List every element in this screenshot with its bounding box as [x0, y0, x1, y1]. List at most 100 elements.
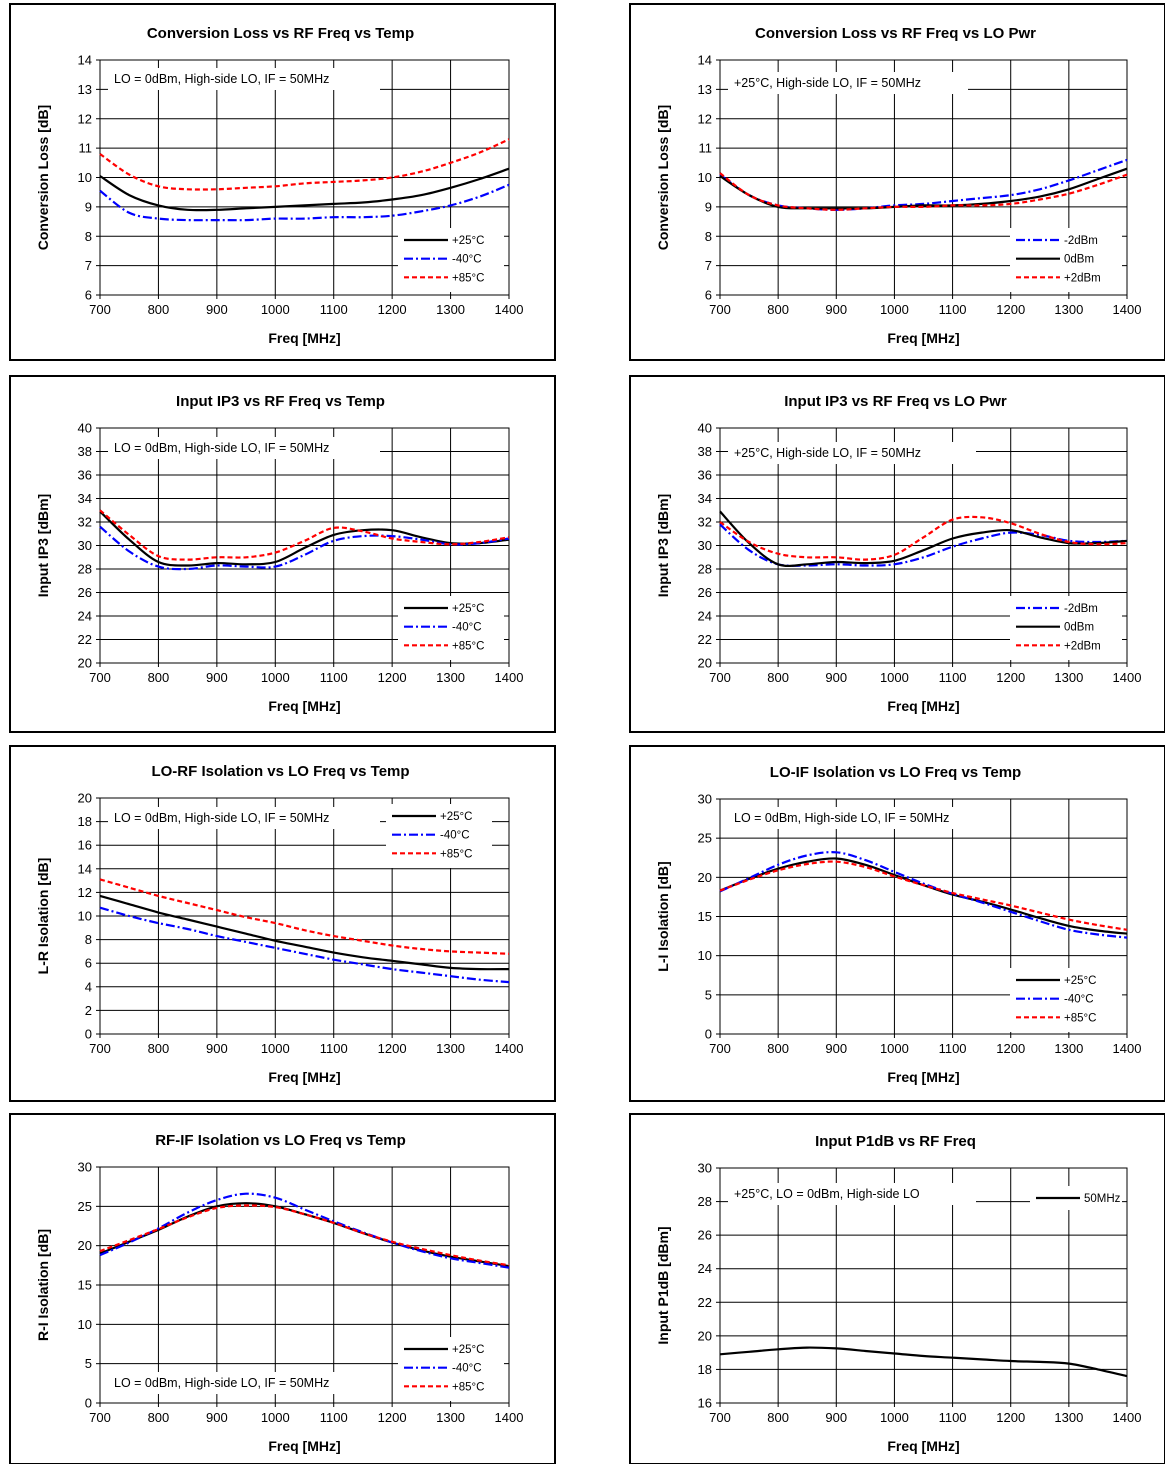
- y-tick-label: 8: [705, 229, 712, 244]
- data-point: [1097, 543, 1099, 545]
- data-point: [274, 206, 276, 208]
- data-point: [922, 536, 924, 538]
- x-tick-label: 900: [206, 670, 228, 685]
- data-point: [479, 178, 481, 180]
- y-tick-label: 34: [78, 491, 92, 506]
- data-point: [128, 194, 130, 196]
- legend-label: +2dBm: [1064, 640, 1101, 652]
- data-point: [449, 187, 451, 189]
- legend-box: [398, 228, 504, 292]
- data-point: [391, 944, 393, 946]
- data-point: [362, 201, 364, 203]
- x-tick-label: 800: [148, 1041, 170, 1056]
- data-point: [391, 968, 393, 970]
- data-point: [303, 540, 305, 542]
- data-point: [1097, 178, 1099, 180]
- data-point: [99, 175, 101, 177]
- x-tick-label: 800: [767, 670, 789, 685]
- data-point: [128, 173, 130, 175]
- data-point: [806, 863, 808, 865]
- y-tick-label: 9: [85, 199, 92, 214]
- chart-panel-4: Input IP3 vs RF Freq vs LO Pwr 700 800 900 1…: [629, 375, 1165, 733]
- chart-panel-5: LO-RF Isolation vs LO Freq vs Temp 700 800…: [9, 745, 556, 1102]
- y-tick-label: 20: [698, 870, 712, 885]
- data-point: [893, 560, 895, 562]
- data-point: [864, 864, 866, 866]
- data-point: [1068, 925, 1070, 927]
- data-point: [777, 553, 779, 555]
- y-tick-label: 15: [78, 1278, 92, 1293]
- x-tick-label: 1400: [495, 1410, 524, 1425]
- data-point: [449, 975, 451, 977]
- data-point: [806, 207, 808, 209]
- annotation-box: [728, 807, 1000, 829]
- data-point: [1010, 200, 1012, 202]
- data-point: [274, 561, 276, 563]
- data-point: [99, 526, 101, 528]
- data-point: [1010, 911, 1012, 913]
- y-tick-label: 30: [698, 538, 712, 553]
- data-point: [449, 543, 451, 545]
- y-tick-label: 22: [78, 632, 92, 647]
- y-tick-label: 11: [699, 141, 713, 156]
- data-point: [391, 1241, 393, 1243]
- x-axis-label: Freq [MHz]: [887, 330, 959, 346]
- data-point: [1068, 193, 1070, 195]
- data-point: [303, 182, 305, 184]
- chart-title: Input P1dB vs RF Freq: [815, 1133, 976, 1150]
- data-point: [893, 554, 895, 556]
- data-point: [1068, 541, 1070, 543]
- y-tick-label: 13: [698, 82, 712, 97]
- x-tick-label: 1200: [996, 302, 1025, 317]
- data-point: [303, 1213, 305, 1215]
- data-point: [777, 1348, 779, 1350]
- legend: +25°C -40°C +85°C: [398, 1337, 504, 1401]
- data-point: [216, 209, 218, 211]
- x-tick-label: 1400: [495, 302, 524, 317]
- y-tick-label: 30: [698, 792, 712, 807]
- chart-annotation: LO = 0dBm, High-side LO, IF = 50MHz: [114, 1376, 329, 1390]
- y-tick-label: 12: [698, 111, 712, 126]
- y-tick-label: 9: [705, 199, 712, 214]
- data-point: [420, 536, 422, 538]
- data-point: [508, 1264, 510, 1266]
- legend-label: -2dBm: [1064, 235, 1098, 247]
- data-point: [479, 151, 481, 153]
- data-point: [333, 203, 335, 205]
- y-axis-label: L-I Isolation [dB]: [655, 861, 671, 971]
- data-point: [1126, 933, 1128, 935]
- legend: +25°C -40°C +85°C: [386, 804, 492, 868]
- data-point: [719, 889, 721, 891]
- data-point: [186, 188, 188, 190]
- x-axis-label: Freq [MHz]: [268, 698, 340, 714]
- data-point: [980, 204, 982, 206]
- x-tick-label: 1300: [436, 302, 465, 317]
- y-tick-label: 14: [698, 53, 712, 68]
- y-tick-label: 6: [705, 288, 712, 303]
- y-tick-label: 7: [705, 258, 712, 273]
- data-point: [333, 935, 335, 937]
- data-point: [922, 556, 924, 558]
- data-point: [128, 1239, 130, 1241]
- data-point: [1010, 904, 1012, 906]
- x-tick-label: 800: [148, 302, 170, 317]
- data-point: [1039, 188, 1041, 190]
- y-axis-label: Input P1dB [dBm]: [655, 1226, 671, 1344]
- data-point: [1097, 1368, 1099, 1370]
- y-tick-label: 28: [698, 1194, 712, 1209]
- x-tick-label: 1100: [939, 302, 967, 317]
- data-point: [1126, 173, 1128, 175]
- data-point: [864, 1350, 866, 1352]
- x-axis-label: Freq [MHz]: [887, 1438, 959, 1454]
- legend-label: -40°C: [1064, 994, 1094, 1006]
- data-point: [333, 540, 335, 542]
- chart-panel-6: LO-IF Isolation vs LO Freq vs Temp 700 800…: [629, 745, 1165, 1102]
- y-axis-label: Conversion Loss [dB]: [655, 105, 671, 250]
- data-point: [951, 204, 953, 206]
- legend-box: [386, 804, 492, 868]
- data-point: [1039, 198, 1041, 200]
- series-line: [99, 138, 510, 191]
- data-point: [245, 933, 247, 935]
- data-point: [303, 547, 305, 549]
- data-point: [391, 176, 393, 178]
